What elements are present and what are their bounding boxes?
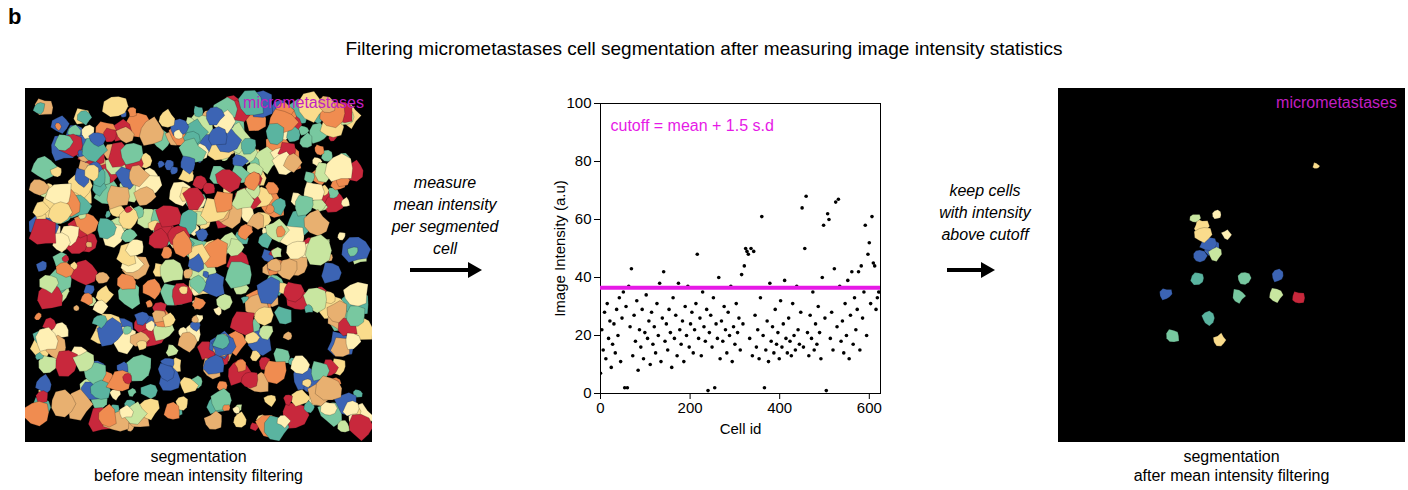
svg-text:600: 600: [857, 399, 882, 416]
html-text:b: b: [8, 4, 22, 29]
svg-text:20: 20: [575, 326, 592, 343]
html-text:cell: cell: [433, 240, 457, 257]
html-text:before mean intensity filterin: before mean intensity filtering: [94, 467, 303, 484]
svg-text:100: 100: [566, 94, 591, 111]
svg-text:200: 200: [678, 399, 703, 416]
html-text:above cutoff: above cutoff: [941, 226, 1029, 243]
html-text:micrometastases: micrometastases: [1276, 94, 1397, 111]
html-text:Filtering micrometastases cell: Filtering micrometastases cell segmentat…: [345, 38, 1063, 59]
svg-text:40: 40: [575, 268, 592, 285]
html-text:keep cells: keep cells: [949, 182, 1021, 199]
html-text:segmentation: segmentation: [150, 448, 247, 465]
html-text:segmentation: segmentation: [1183, 448, 1280, 465]
svg-text:0: 0: [583, 384, 591, 401]
svg-text:400: 400: [767, 399, 792, 416]
html-text:micrometastases: micrometastases: [243, 94, 364, 111]
svg-text:cutoff = mean + 1.5 s.d: cutoff = mean + 1.5 s.d: [611, 117, 774, 134]
html-text:per segmented: per segmented: [391, 218, 499, 235]
html-text:after mean intensity filtering: after mean intensity filtering: [1133, 467, 1330, 484]
html-text:mean intensity: mean intensity: [393, 196, 497, 213]
svg-text:60: 60: [575, 210, 592, 227]
html-text:measure: measure: [413, 174, 477, 191]
svg-text:0: 0: [596, 399, 604, 416]
svg-text:Image Intensity (a.u): Image Intensity (a.u): [551, 180, 568, 317]
html-text:with intensity: with intensity: [939, 204, 1031, 221]
svg-text:Cell id: Cell id: [720, 420, 762, 437]
svg-text:80: 80: [575, 152, 592, 169]
